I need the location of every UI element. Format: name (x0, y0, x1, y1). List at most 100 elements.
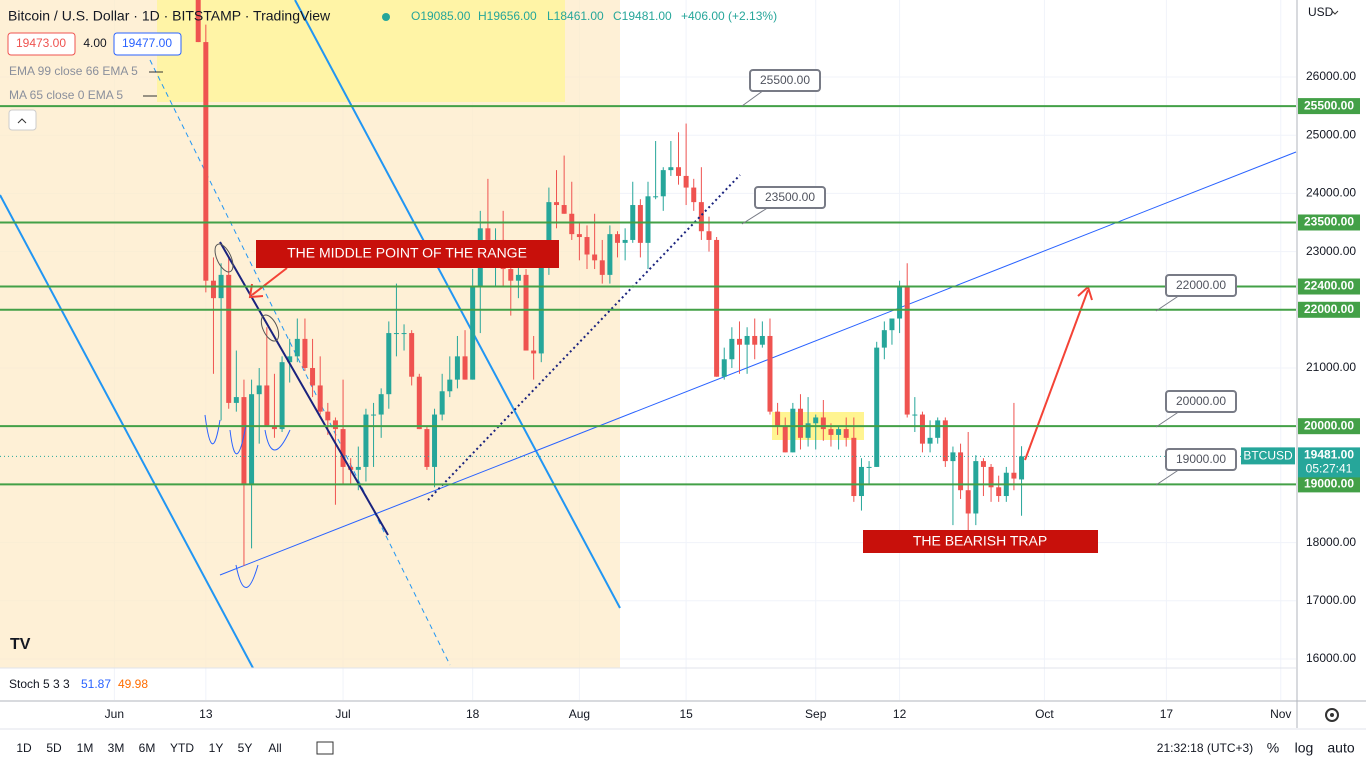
currency[interactable]: USD (1308, 5, 1334, 19)
candle-body (287, 356, 293, 363)
candle-body (942, 420, 948, 462)
callout-box (749, 69, 821, 92)
candle-body (210, 280, 216, 299)
candle-body (439, 391, 445, 415)
candle-body (881, 330, 887, 348)
candle-body (782, 426, 788, 453)
range-button[interactable]: 3M (108, 741, 125, 755)
level-label: 22000.00 (1304, 302, 1354, 316)
candle-body (897, 286, 903, 319)
candle-body (264, 385, 270, 427)
candle-body (538, 254, 544, 354)
callout-label: 23500.00 (765, 190, 815, 204)
logo: TV (10, 636, 31, 653)
range-button[interactable]: YTD (170, 741, 194, 755)
arrow (251, 267, 288, 296)
candle-body (371, 414, 377, 416)
candle-body (378, 394, 384, 415)
candle-body (790, 408, 796, 453)
candle-body (615, 234, 621, 243)
scale-option[interactable]: log (1295, 740, 1314, 756)
candle-body (355, 466, 361, 470)
candle-body (249, 394, 255, 485)
range-button[interactable]: All (268, 741, 281, 755)
candle-body (645, 196, 651, 243)
candle-body (584, 237, 590, 255)
range-button[interactable]: 1D (16, 741, 32, 755)
level-label-box (1298, 476, 1360, 493)
stoch-d: 49.98 (118, 677, 148, 691)
ask: 19477.00 (122, 36, 172, 50)
bid-box[interactable] (7, 32, 76, 56)
candle-body (797, 408, 803, 438)
y-tick-label: 23000.00 (1306, 244, 1356, 258)
candle-body (454, 356, 460, 380)
arrow (1024, 289, 1089, 461)
range-button[interactable]: 6M (139, 741, 156, 755)
range-toolbar: 1D 5D 1M 3M 6M YTD 1Y 5Y All% log auto (16, 740, 1355, 756)
range-button[interactable]: 5D (46, 741, 62, 755)
level-label: 23500.00 (1304, 215, 1354, 229)
y-tick-label: 25000.00 (1306, 127, 1356, 141)
candle-body (470, 286, 476, 380)
candle-body (1011, 472, 1017, 479)
y-tick-label: 16000.00 (1306, 651, 1356, 665)
x-tick-label: 12 (893, 707, 907, 721)
candle-body (675, 167, 681, 176)
candle-body (233, 397, 239, 403)
dotted-trend (427, 174, 741, 501)
arrow-head (248, 283, 264, 299)
candle-body (714, 239, 720, 377)
candle-body (866, 466, 872, 468)
marker-ellipse (214, 243, 234, 273)
candle-body (683, 175, 689, 188)
candle-body (592, 254, 598, 261)
candle-body (698, 202, 704, 232)
callout-box (1165, 448, 1237, 471)
candle-body (858, 466, 864, 497)
chevron (1331, 10, 1339, 15)
candle-body (599, 260, 605, 275)
ask-box[interactable] (113, 32, 182, 56)
candle-body (836, 429, 842, 435)
range-button[interactable]: 1Y (209, 741, 224, 755)
ohlc-open: O19085.00 (411, 9, 471, 23)
candle-body (294, 338, 300, 357)
candle-body (432, 414, 438, 467)
range-button[interactable]: 1M (77, 741, 94, 755)
compare-icon[interactable] (316, 741, 334, 755)
price-box (1298, 447, 1360, 478)
bid: 19473.00 (16, 36, 66, 50)
candle-body (485, 228, 491, 240)
status-dot (382, 13, 390, 21)
chevron (17, 118, 27, 124)
candle-body (317, 385, 323, 412)
candle-body (843, 429, 849, 438)
callout-pointer (741, 206, 770, 225)
candle-body (1019, 456, 1025, 480)
scale-option[interactable]: auto (1327, 740, 1354, 756)
settings-icon[interactable] (1325, 708, 1339, 722)
level-label-box (1298, 98, 1360, 115)
candle-body (203, 42, 209, 281)
candle-body (424, 429, 430, 467)
candle-body (607, 234, 613, 275)
callout-label: 22000.00 (1176, 278, 1226, 292)
levels (0, 105, 1296, 486)
candle-body (706, 231, 712, 240)
level-label: 25500.00 (1304, 98, 1354, 112)
candle-body (927, 437, 933, 444)
candle-body (561, 205, 567, 214)
scale-option[interactable]: % (1267, 740, 1279, 756)
callout-pointer (1155, 410, 1181, 428)
candle-body (973, 461, 979, 514)
candle-body (310, 367, 316, 386)
ohlc-close: C19481.00 (613, 9, 672, 23)
indicator-label: EMA 99 close 66 EMA 5 (9, 64, 138, 78)
symbol: BTCUSD (1243, 449, 1293, 463)
candle-body (569, 213, 575, 235)
y-tick-label: 26000.00 (1306, 69, 1356, 83)
range-button[interactable]: 5Y (238, 741, 253, 755)
candle-body (767, 335, 773, 412)
